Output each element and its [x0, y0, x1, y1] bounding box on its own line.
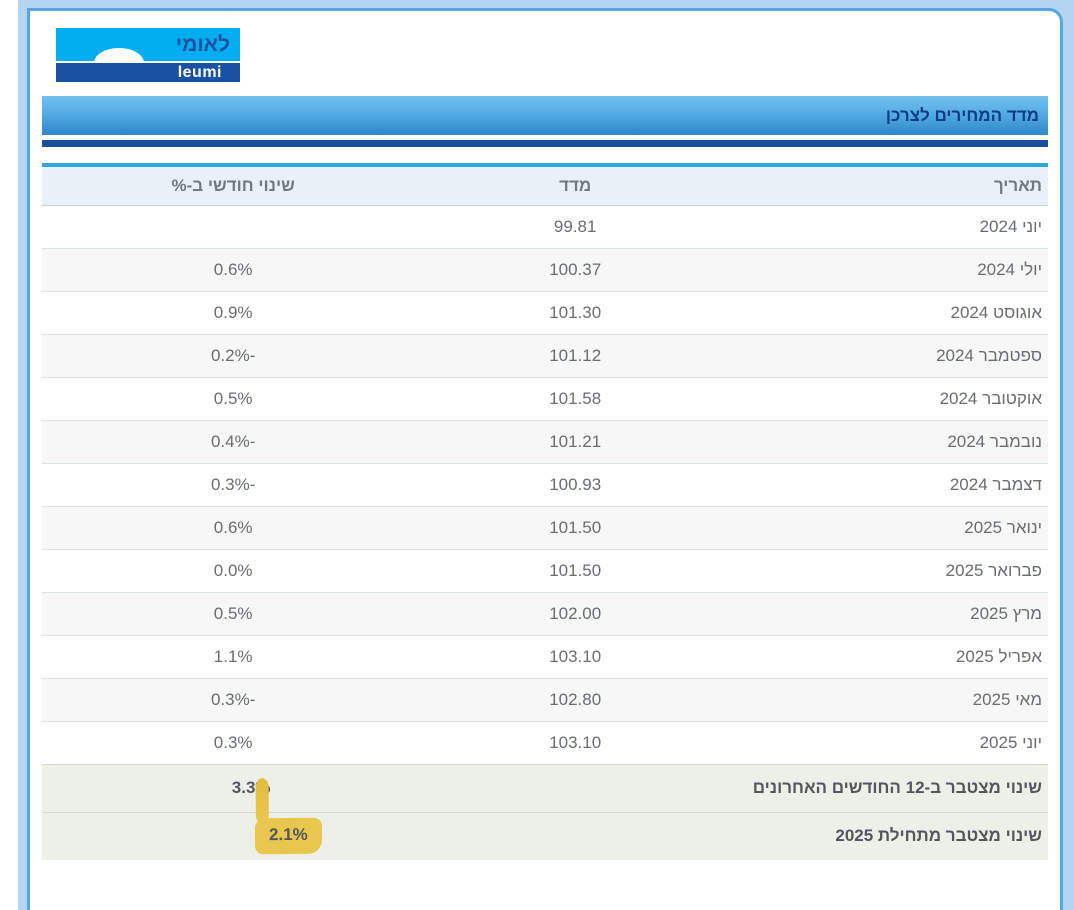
- cell-change: 0.9%: [42, 290, 425, 334]
- cell-change: 0.3%: [42, 720, 425, 764]
- table-row: יולי 2024 100.37 0.6%: [42, 247, 1048, 291]
- mountain-icon: [94, 48, 144, 61]
- summary-row: שינוי מצטבר מתחילת 2025 2.1%: [42, 811, 1048, 860]
- cell-date: ינואר 2025: [726, 505, 1048, 549]
- page-title: מדד המחירים לצרכן: [885, 106, 1039, 125]
- column-header-monthly-change: שינוי חודשי ב-%: [42, 163, 425, 206]
- table-row: דצמבר 2024 100.93 -0.3%: [42, 462, 1048, 506]
- cell-index: 102.00: [424, 591, 727, 635]
- cell-index: 101.50: [424, 505, 727, 549]
- cell-date: ספטמבר 2024: [726, 333, 1048, 377]
- column-header-index: מדד: [424, 163, 727, 206]
- table-row: יוני 2025 103.10 0.3%: [42, 720, 1048, 764]
- cell-date: יוני 2025: [726, 720, 1048, 764]
- page-frame-inner: לאומי leumi מדד המחירים לצרכן תאריך מדד …: [27, 8, 1063, 910]
- cell-change: 0.5%: [42, 591, 425, 635]
- cell-index: 101.58: [424, 376, 727, 420]
- cell-index: 101.12: [424, 333, 727, 377]
- leumi-logo-top: לאומי: [56, 28, 240, 61]
- cell-date: פברואר 2025: [726, 548, 1048, 592]
- table-row: יוני 2024 99.81: [42, 205, 1048, 248]
- cell-change: -0.3%: [42, 462, 425, 506]
- cell-index: 100.93: [424, 462, 727, 506]
- leumi-logo-bottom: leumi: [56, 61, 240, 82]
- cell-index: 102.80: [424, 677, 727, 721]
- summary-label: שינוי מצטבר מתחילת 2025: [424, 811, 1048, 860]
- cell-index: 101.21: [424, 419, 727, 463]
- cpi-table: תאריך מדד שינוי חודשי ב-% יוני 2024 99.81…: [42, 163, 1048, 860]
- cell-date: יולי 2024: [726, 247, 1048, 291]
- cell-index: 103.10: [424, 634, 727, 678]
- summary-label: שינוי מצטבר ב-12 החודשים האחרונים: [424, 763, 1048, 812]
- table-row: אפריל 2025 103.10 1.1%: [42, 634, 1048, 678]
- cell-date: אפריל 2025: [726, 634, 1048, 678]
- cell-change: 0.5%: [42, 376, 425, 420]
- leumi-logo-latin-text: leumi: [177, 64, 222, 81]
- cell-change: 0.0%: [42, 548, 425, 592]
- table-row: אוקטובר 2024 101.58 0.5%: [42, 376, 1048, 420]
- summary-row: שינוי מצטבר ב-12 החודשים האחרונים 3.3%: [42, 763, 1048, 812]
- cell-date: יוני 2024: [726, 205, 1048, 248]
- cell-index: 101.50: [424, 548, 727, 592]
- summary-value: 2.1%: [42, 811, 425, 860]
- section-title-bar: מדד המחירים לצרכן: [42, 96, 1048, 135]
- table-row: פברואר 2025 101.50 0.0%: [42, 548, 1048, 592]
- table-body: יוני 2024 99.81 יולי 2024 100.37 0.6% אוגוסט …: [42, 205, 1048, 860]
- cell-change: 1.1%: [42, 634, 425, 678]
- cell-change: 0.6%: [42, 505, 425, 549]
- column-header-date: תאריך: [726, 163, 1048, 206]
- cell-date: אוגוסט 2024: [726, 290, 1048, 334]
- table-row: אוגוסט 2024 101.30 0.9%: [42, 290, 1048, 334]
- cell-index: 100.37: [424, 247, 727, 291]
- cell-index: 99.81: [424, 205, 727, 248]
- cell-change: -0.3%: [42, 677, 425, 721]
- cell-date: דצמבר 2024: [726, 462, 1048, 506]
- table-header-row: תאריך מדד שינוי חודשי ב-%: [42, 163, 1048, 206]
- table-row: מאי 2025 102.80 -0.3%: [42, 677, 1048, 721]
- table-row: נובמבר 2024 101.21 -0.4%: [42, 419, 1048, 463]
- cell-change: -0.2%: [42, 333, 425, 377]
- summary-value: 3.3%: [42, 763, 425, 812]
- table-row: מרץ 2025 102.00 0.5%: [42, 591, 1048, 635]
- cell-index: 103.10: [424, 720, 727, 764]
- cell-date: מאי 2025: [726, 677, 1048, 721]
- table-row: ינואר 2025 101.50 0.6%: [42, 505, 1048, 549]
- leumi-logo: לאומי leumi: [56, 28, 240, 82]
- leumi-logo-hebrew-text: לאומי: [175, 33, 230, 56]
- cell-change: 0.6%: [42, 247, 425, 291]
- table-row: ספטמבר 2024 101.12 -0.2%: [42, 333, 1048, 377]
- page-content: לאומי leumi מדד המחירים לצרכן תאריך מדד …: [30, 11, 1060, 910]
- cell-date: מרץ 2025: [726, 591, 1048, 635]
- cell-index: 101.30: [424, 290, 727, 334]
- cell-date: אוקטובר 2024: [726, 376, 1048, 420]
- cell-change: -0.4%: [42, 419, 425, 463]
- cell-change: [42, 205, 425, 248]
- cell-date: נובמבר 2024: [726, 419, 1048, 463]
- navy-divider: [42, 140, 1048, 147]
- page-frame: לאומי leumi מדד המחירים לצרכן תאריך מדד …: [18, 0, 1074, 910]
- highlight-marker: 2.1%: [254, 818, 322, 855]
